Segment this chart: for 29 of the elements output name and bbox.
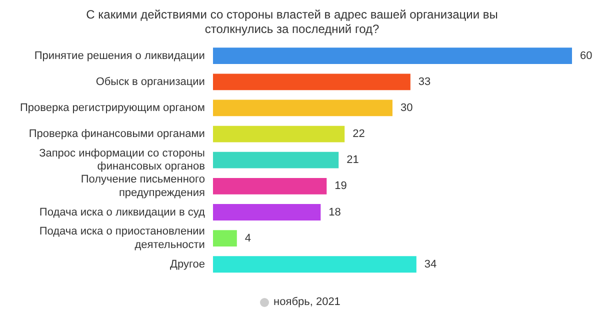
bar [212, 100, 392, 116]
data-label: 33 [418, 76, 431, 88]
data-label: 22 [352, 128, 365, 140]
bar [212, 74, 410, 90]
data-label: 21 [346, 154, 359, 166]
bar [212, 230, 237, 247]
data-label: 60 [580, 50, 592, 62]
bar [212, 126, 345, 142]
y-tick-label: Обыск в организации [96, 76, 205, 88]
data-label: 30 [400, 102, 413, 114]
y-tick-label: Подача иска о приостановлении деятельности [39, 226, 205, 251]
bar [212, 178, 327, 194]
y-tick-label: Принятие решения о ликвидации [34, 50, 205, 62]
y-tick-label: Получение письменного предупреждения [80, 174, 205, 199]
y-tick-label: Запрос информации со стороны финансовых органов [39, 148, 206, 173]
bar [212, 48, 572, 64]
y-tick-label: Подача иска о ликвидации в суд [39, 206, 206, 218]
y-tick-label: Проверка регистрирующим органом [20, 102, 205, 114]
y-tick-label: Другое [170, 258, 205, 270]
bar [212, 204, 321, 220]
data-label: 34 [424, 258, 437, 270]
chart-title: С какими действиями со стороны властей в адрес вашей организации вы столкнулись за последний год? [86, 8, 498, 36]
bar [212, 256, 416, 273]
data-label: 18 [328, 206, 341, 218]
bar [212, 152, 339, 168]
data-label: 4 [244, 232, 252, 244]
data-label: 19 [334, 180, 347, 192]
text: ноябрь, 2021 [274, 296, 340, 308]
y-tick-label: Проверка финансовыми органами [28, 128, 205, 140]
